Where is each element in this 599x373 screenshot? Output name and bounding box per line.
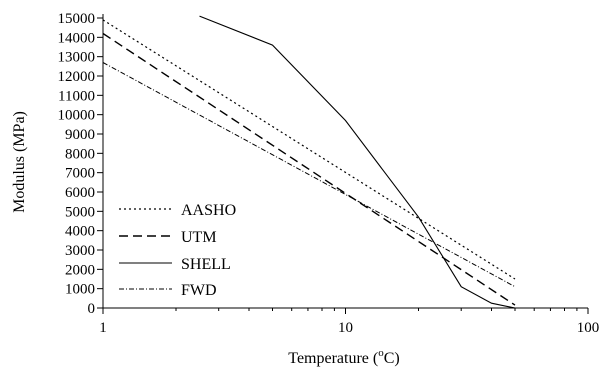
y-tick-label: 9000 [65,127,95,143]
series-line-aasho [103,19,516,280]
series-line-utm [103,32,516,306]
series-line-fwd [103,62,516,288]
x-axis-title-text: Temperature ( [288,350,378,367]
x-axis-title-unit: C) [384,350,400,367]
legend-label-aasho: AASHO [181,202,236,219]
y-axis-title: Modulus (MPa) [11,111,28,213]
y-tick-label: 11000 [58,88,95,104]
legend-label-fwd: FWD [181,282,217,299]
x-axis-title-degree: o [378,347,384,359]
y-tick-label: 7000 [65,166,95,182]
ticks: 0 1000 2000 3000 4000 5000 6000 7000 8000 9000 100… [58,11,599,336]
y-tick-label: 12000 [58,69,96,85]
y-tick-label: 1000 [65,282,95,298]
y-tick-label: 10000 [58,108,96,124]
legend: AASHO UTM SHELL FWD [119,202,236,299]
x-axis-title: Temperature (oC) [288,347,399,367]
y-tick-label: 3000 [65,243,95,259]
axes [102,14,588,309]
series-line-shell [199,15,516,308]
y-tick-label: 14000 [58,30,96,46]
x-tick-label: 10 [338,320,353,336]
x-tick-label: 100 [577,320,599,336]
y-tick-label: 5000 [65,204,95,220]
legend-label-shell: SHELL [181,256,231,273]
y-tick-label: 15000 [58,11,96,27]
y-tick-label: 4000 [65,224,95,240]
x-tick-label: 1 [99,320,107,336]
y-tick-label: 8000 [65,146,95,162]
y-tick-label: 0 [88,301,96,317]
plot-series [103,15,516,308]
y-tick-label: 2000 [65,262,95,278]
y-tick-label: 13000 [58,50,96,66]
legend-label-utm: UTM [181,229,217,246]
y-tick-label: 6000 [65,185,95,201]
